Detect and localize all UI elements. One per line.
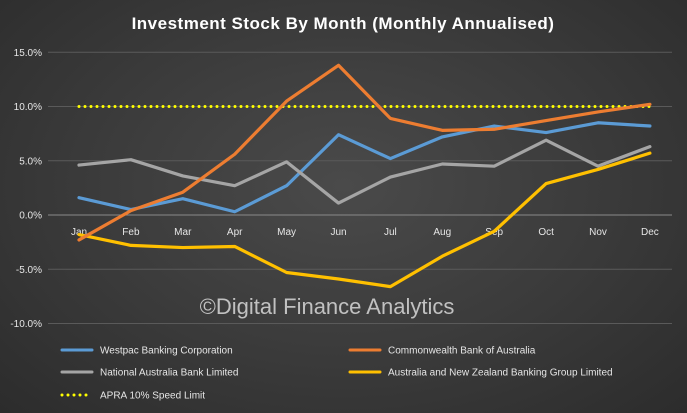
y-tick-label: 15.0% <box>14 48 42 59</box>
x-tick-label: May <box>277 227 296 238</box>
legend: Westpac Banking Corporation Commonwealth … <box>60 346 613 402</box>
y-tick-label: 0.0% <box>19 211 42 222</box>
chart-title: Investment Stock By Month (Monthly Annua… <box>132 14 555 33</box>
x-axis-ticks: Jan Feb Mar Apr May Jun Jul Aug Sep Oct Nov Dec <box>71 227 659 238</box>
series-lines <box>77 63 652 289</box>
y-tick-label: -10.0% <box>10 319 42 330</box>
legend-label: Commonwealth Bank of Australia <box>388 346 536 357</box>
series-line <box>77 138 652 205</box>
legend-label: Australia and New Zealand Banking Group … <box>388 368 613 379</box>
y-tick-label: -5.0% <box>16 265 42 276</box>
y-tick-label: 5.0% <box>19 156 42 167</box>
x-tick-label: Aug <box>433 227 451 238</box>
series-line <box>77 63 652 242</box>
x-tick-label: Jun <box>330 227 346 238</box>
x-tick-label: Apr <box>227 227 243 238</box>
y-tick-label: 10.0% <box>14 102 42 113</box>
x-tick-label: Dec <box>641 227 659 238</box>
x-tick-label: Jul <box>384 227 397 238</box>
y-axis-ticks: 15.0% 10.0% 5.0% 0.0% -5.0% -10.0% <box>10 48 42 330</box>
legend-label: APRA 10% Speed Limit <box>100 391 205 402</box>
legend-label: Westpac Banking Corporation <box>100 346 233 357</box>
series-line <box>77 121 652 214</box>
series-line <box>77 151 652 289</box>
x-tick-label: Jan <box>71 227 87 238</box>
x-tick-label: Feb <box>122 227 140 238</box>
x-tick-label: Mar <box>174 227 192 238</box>
legend-label: National Australia Bank Limited <box>100 368 238 379</box>
watermark: ©Digital Finance Analytics <box>200 294 455 319</box>
x-tick-label: Oct <box>538 227 554 238</box>
x-tick-label: Nov <box>589 227 607 238</box>
